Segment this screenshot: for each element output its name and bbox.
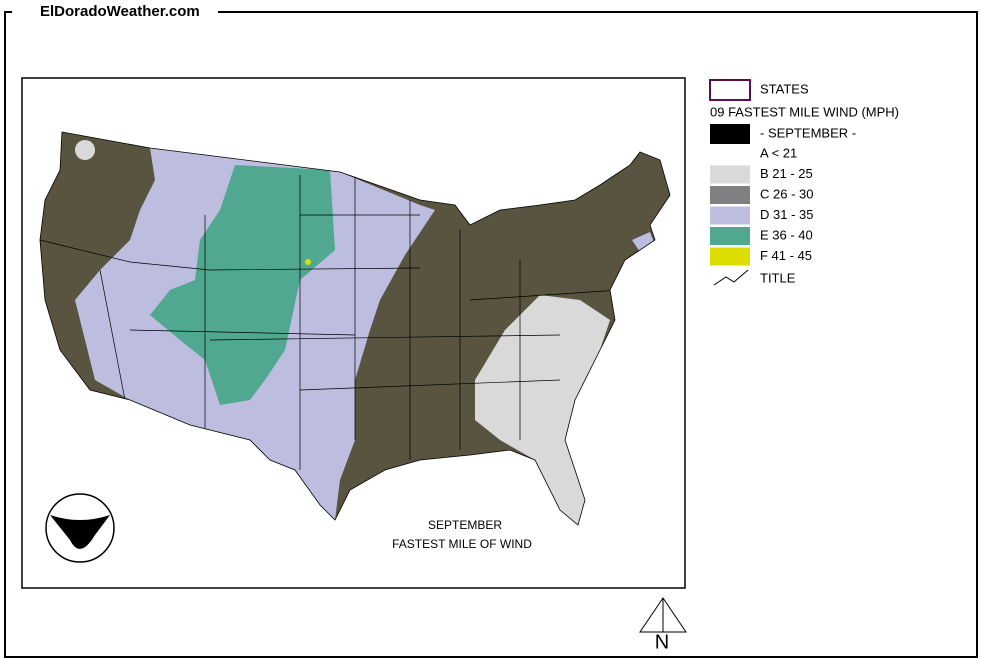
legend-label: TITLE <box>760 270 796 285</box>
legend-swatch <box>710 165 750 184</box>
legend: STATES 09 FASTEST MILE WIND (MPH) - SEPT… <box>709 79 899 286</box>
legend-swatch <box>710 247 750 266</box>
legend-month: - SEPTEMBER - <box>760 125 856 140</box>
legend-label: D 31 - 35 <box>760 207 813 222</box>
legend-label: B 21 - 25 <box>760 166 813 181</box>
legend-swatch <box>710 186 750 204</box>
map-caption: FASTEST MILE OF WIND <box>392 537 532 551</box>
legend-swatch <box>710 206 750 225</box>
us-map <box>39 131 671 526</box>
month-swatch <box>710 124 750 144</box>
outer-frame <box>4 11 978 658</box>
title-symbol <box>713 269 749 286</box>
legend-label: E 36 - 40 <box>760 227 813 242</box>
states-swatch <box>709 79 751 101</box>
legend-label: F 41 - 45 <box>760 248 812 263</box>
map-caption: SEPTEMBER <box>428 518 502 532</box>
north-label: N <box>655 631 669 653</box>
legend-label: A < 21 <box>760 145 797 160</box>
legend-label: C 26 - 30 <box>760 186 813 201</box>
legend-label: STATES <box>760 81 809 96</box>
noaa-logo <box>45 493 115 563</box>
legend-swatch <box>710 227 750 245</box>
site-title: ElDoradoWeather.com <box>40 3 200 20</box>
north-arrow <box>639 597 687 633</box>
title-gap <box>12 2 218 22</box>
legend-title: 09 FASTEST MILE WIND (MPH) <box>710 104 899 119</box>
